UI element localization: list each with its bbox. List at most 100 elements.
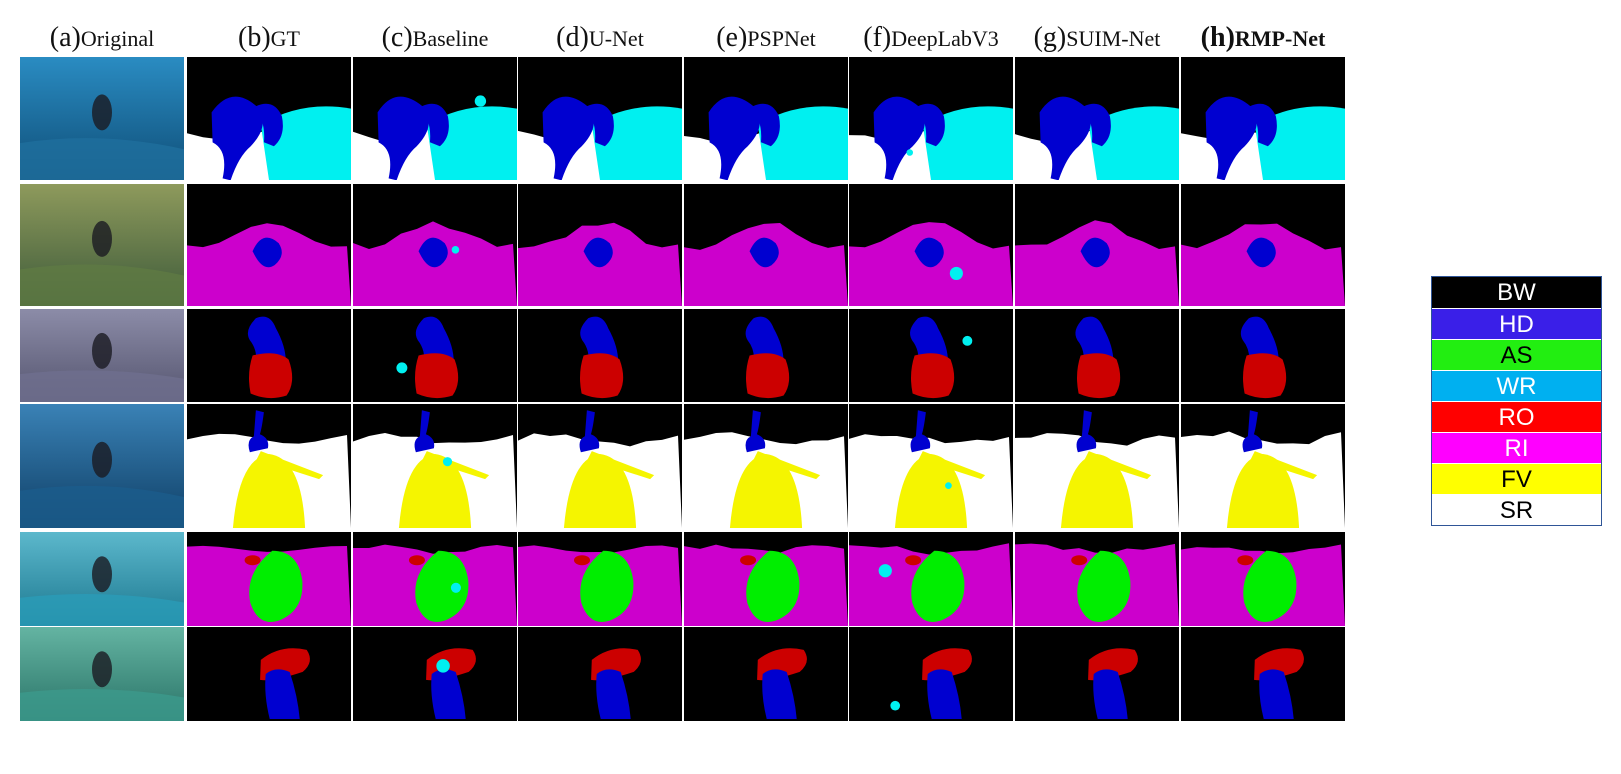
segmentation-mask-4-pspnet: [684, 404, 848, 528]
column-letter: (b): [238, 22, 271, 53]
diver-region: [1205, 96, 1257, 180]
segmentation-mask-5-gt: [187, 532, 351, 626]
column-letter: (a): [49, 22, 81, 53]
vehicle-region: [1084, 451, 1152, 480]
segmentation-mask-2-rmp-net: [1181, 184, 1345, 306]
water-region: [922, 106, 1013, 180]
column-header-u-net: (d)U-Net: [515, 22, 685, 56]
segmentation-mask-1-deeplabv3: [849, 57, 1013, 180]
vehicle-region: [232, 454, 306, 528]
original-photo-1-original: [20, 57, 184, 180]
robot-region: [249, 353, 293, 399]
column-header-gt: (b)GT: [184, 22, 354, 56]
segmentation-mask-6-rmp-net: [1181, 627, 1345, 721]
robot-region: [580, 353, 624, 399]
column-letter: (d): [556, 22, 589, 53]
column-header-deeplabv3: (f)DeepLabV3: [846, 22, 1016, 56]
diver-region: [914, 237, 944, 268]
vehicle-region: [422, 451, 490, 480]
segmentation-mask-6-pspnet: [684, 627, 848, 721]
segmentation-mask-3-u-net: [518, 309, 682, 402]
vehicle-region: [587, 451, 655, 480]
segmentation-mask-4-gt: [187, 404, 351, 528]
noise-region: [945, 482, 952, 490]
column-letter: (f): [863, 22, 892, 53]
class-legend: BW HD AS WR RO RI FV SR: [1431, 276, 1602, 526]
robot-region: [415, 353, 459, 399]
diver-region: [1246, 237, 1276, 268]
diver-region: [248, 410, 269, 453]
diver-region: [708, 96, 760, 180]
legend-item-hd: HD: [1432, 308, 1601, 339]
segmentation-mask-1-rmp-net: [1181, 57, 1345, 180]
plant-region: [1243, 550, 1297, 622]
photo-subject: [92, 332, 112, 369]
diver-region: [745, 410, 766, 453]
segmentation-mask-3-gt: [187, 309, 351, 402]
legend-item-bw: BW: [1432, 277, 1601, 308]
original-photo-4-original: [20, 404, 184, 528]
segmentation-mask-5-u-net: [518, 532, 682, 626]
segmentation-mask-1-gt: [187, 57, 351, 180]
noise-region: [451, 246, 460, 254]
plant-region: [580, 550, 634, 622]
robot-region: [905, 555, 922, 566]
segmentation-mask-3-rmp-net: [1181, 309, 1345, 402]
diver-region: [749, 237, 779, 268]
column-name: U-Net: [588, 26, 644, 51]
diver-region: [1083, 103, 1111, 147]
water-region: [260, 106, 351, 180]
photo-seabed: [20, 264, 184, 306]
plant-region: [415, 550, 469, 622]
segmentation-mask-1-baseline: [353, 57, 517, 180]
diver-region: [542, 96, 594, 180]
column-name: Baseline: [412, 26, 489, 51]
diver-region: [414, 410, 435, 453]
noise-region: [474, 95, 487, 107]
diver-region: [211, 96, 263, 180]
diver-region: [752, 103, 780, 147]
segmentation-mask-5-suim-net: [1015, 532, 1179, 626]
noise-region: [949, 266, 963, 281]
noise-region: [890, 700, 901, 711]
segmentation-mask-2-deeplabv3: [849, 184, 1013, 306]
diver-region: [421, 103, 449, 147]
diver-region: [252, 237, 282, 268]
segmentation-mask-5-deeplabv3: [849, 532, 1013, 626]
column-letter: (e): [716, 22, 748, 53]
diver-region: [418, 237, 448, 268]
column-header-original: (a)Original: [17, 22, 187, 56]
segmentation-mask-4-u-net: [518, 404, 682, 528]
segmentation-mask-4-deeplabv3: [849, 404, 1013, 528]
column-header-rmp-net: (h)RMP-Net: [1178, 22, 1348, 56]
segmentation-mask-4-baseline: [353, 404, 517, 528]
original-photo-5-original: [20, 532, 184, 626]
segmentation-mask-2-gt: [187, 184, 351, 306]
segmentation-mask-4-rmp-net: [1181, 404, 1345, 528]
robot-region: [746, 353, 790, 399]
robot-region: [1237, 555, 1254, 566]
diver-region: [247, 316, 286, 365]
legend-item-ro: RO: [1432, 401, 1601, 432]
segmentation-mask-1-suim-net: [1015, 57, 1179, 180]
column-name: Original: [80, 26, 155, 51]
legend-item-sr: SR: [1432, 494, 1601, 525]
segmentation-mask-6-gt: [187, 627, 351, 721]
plant-region: [1077, 550, 1131, 622]
photo-seabed: [20, 485, 184, 528]
robot-region: [740, 555, 757, 566]
diver-region: [1259, 669, 1294, 719]
vehicle-region: [1226, 454, 1300, 528]
segmentation-mask-6-deeplabv3: [849, 627, 1013, 721]
noise-region: [906, 149, 914, 156]
legend-item-as: AS: [1432, 339, 1601, 370]
robot-region: [1071, 555, 1088, 566]
diver-region: [586, 103, 614, 147]
diver-region: [596, 669, 631, 719]
vehicle-region: [563, 454, 637, 528]
robot-region: [1077, 353, 1121, 399]
segmentation-mask-2-u-net: [518, 184, 682, 306]
noise-region: [442, 457, 453, 467]
robot-region: [244, 555, 261, 566]
photo-seabed: [20, 138, 184, 180]
